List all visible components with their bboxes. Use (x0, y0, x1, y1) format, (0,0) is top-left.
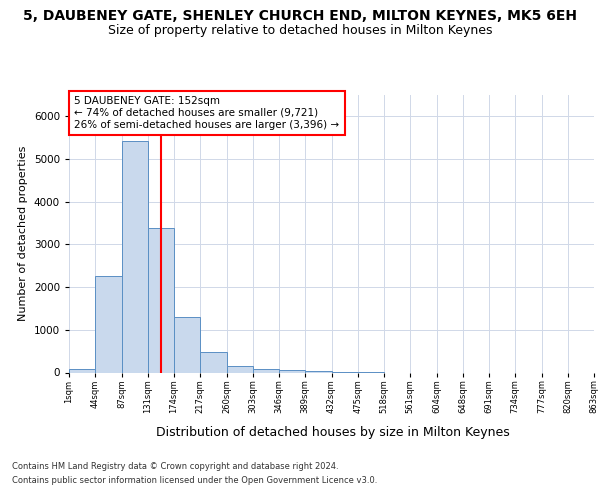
Bar (200, 352, 227, 372)
Bar (305, 371, 331, 372)
Bar (253, 369, 279, 372)
Bar (121, 140, 148, 372)
Bar (227, 366, 253, 372)
Bar (174, 316, 200, 372)
Text: Size of property relative to detached houses in Milton Keynes: Size of property relative to detached ho… (108, 24, 492, 37)
Text: Contains public sector information licensed under the Open Government Licence v3: Contains public sector information licen… (12, 476, 377, 485)
Bar (69, 370, 95, 372)
Text: Distribution of detached houses by size in Milton Keynes: Distribution of detached houses by size … (156, 426, 510, 439)
Bar (95, 276, 121, 372)
Text: 5, DAUBENEY GATE, SHENLEY CHURCH END, MILTON KEYNES, MK5 6EH: 5, DAUBENEY GATE, SHENLEY CHURCH END, MI… (23, 9, 577, 23)
Y-axis label: Number of detached properties: Number of detached properties (18, 146, 28, 322)
Text: 5 DAUBENEY GATE: 152sqm
← 74% of detached houses are smaller (9,721)
26% of semi: 5 DAUBENEY GATE: 152sqm ← 74% of detache… (74, 96, 340, 130)
Text: Contains HM Land Registry data © Crown copyright and database right 2024.: Contains HM Land Registry data © Crown c… (12, 462, 338, 471)
Bar (148, 228, 174, 372)
Bar (279, 370, 305, 372)
